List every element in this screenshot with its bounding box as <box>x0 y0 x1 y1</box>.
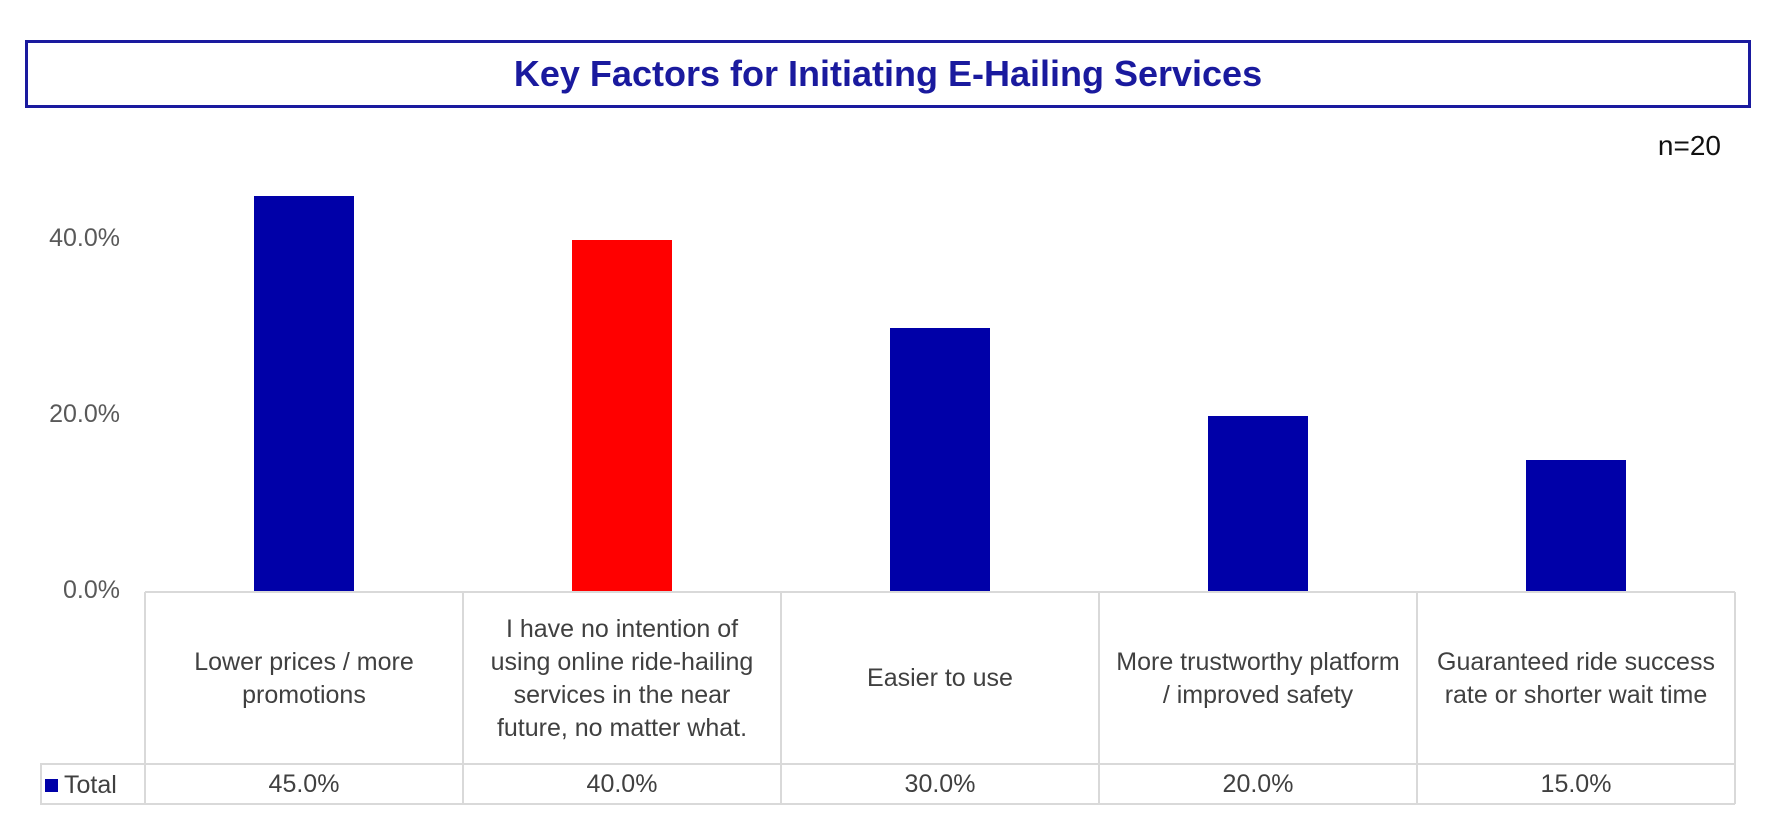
table-hline <box>40 803 1735 805</box>
category-label: Easier to use <box>867 664 1013 692</box>
table-hline <box>40 763 1735 765</box>
chart-title-box: Key Factors for Initiating E-Hailing Ser… <box>25 40 1751 108</box>
category-label: Lower prices / more promotions <box>194 647 414 709</box>
category-label: Guaranteed ride success rate or shorter … <box>1437 647 1715 709</box>
bar-2 <box>572 240 672 592</box>
value-label: 30.0% <box>904 769 976 798</box>
chart-title: Key Factors for Initiating E-Hailing Ser… <box>513 53 1263 94</box>
table-vline <box>144 592 146 804</box>
value-label: 40.0% <box>586 769 658 798</box>
value-label: 20.0% <box>1222 769 1294 798</box>
bar-4 <box>1208 416 1308 592</box>
value-label: 45.0% <box>268 769 340 798</box>
table-vline <box>1098 592 1100 804</box>
category-label: I have no intention of using online ride… <box>490 614 754 742</box>
value-label: 15.0% <box>1540 769 1612 798</box>
table-vline <box>40 764 42 804</box>
category-label: More trustworthy platform / improved saf… <box>1116 647 1400 709</box>
y-tick-label: 0.0% <box>63 576 120 604</box>
table-hline <box>145 591 1735 593</box>
y-tick-label: 20.0% <box>49 400 120 428</box>
legend-total: Total <box>45 766 117 804</box>
legend-swatch <box>45 778 58 792</box>
bar-5 <box>1526 460 1626 592</box>
sample-size-note: n=20 <box>1657 130 1721 161</box>
legend-label: Total <box>64 770 117 799</box>
table-vline <box>1734 592 1736 804</box>
bar-1 <box>254 196 354 592</box>
bar-3 <box>890 328 990 592</box>
y-tick-label: 40.0% <box>49 224 120 252</box>
table-vline <box>1416 592 1418 804</box>
table-vline <box>780 592 782 804</box>
table-vline <box>462 592 464 804</box>
